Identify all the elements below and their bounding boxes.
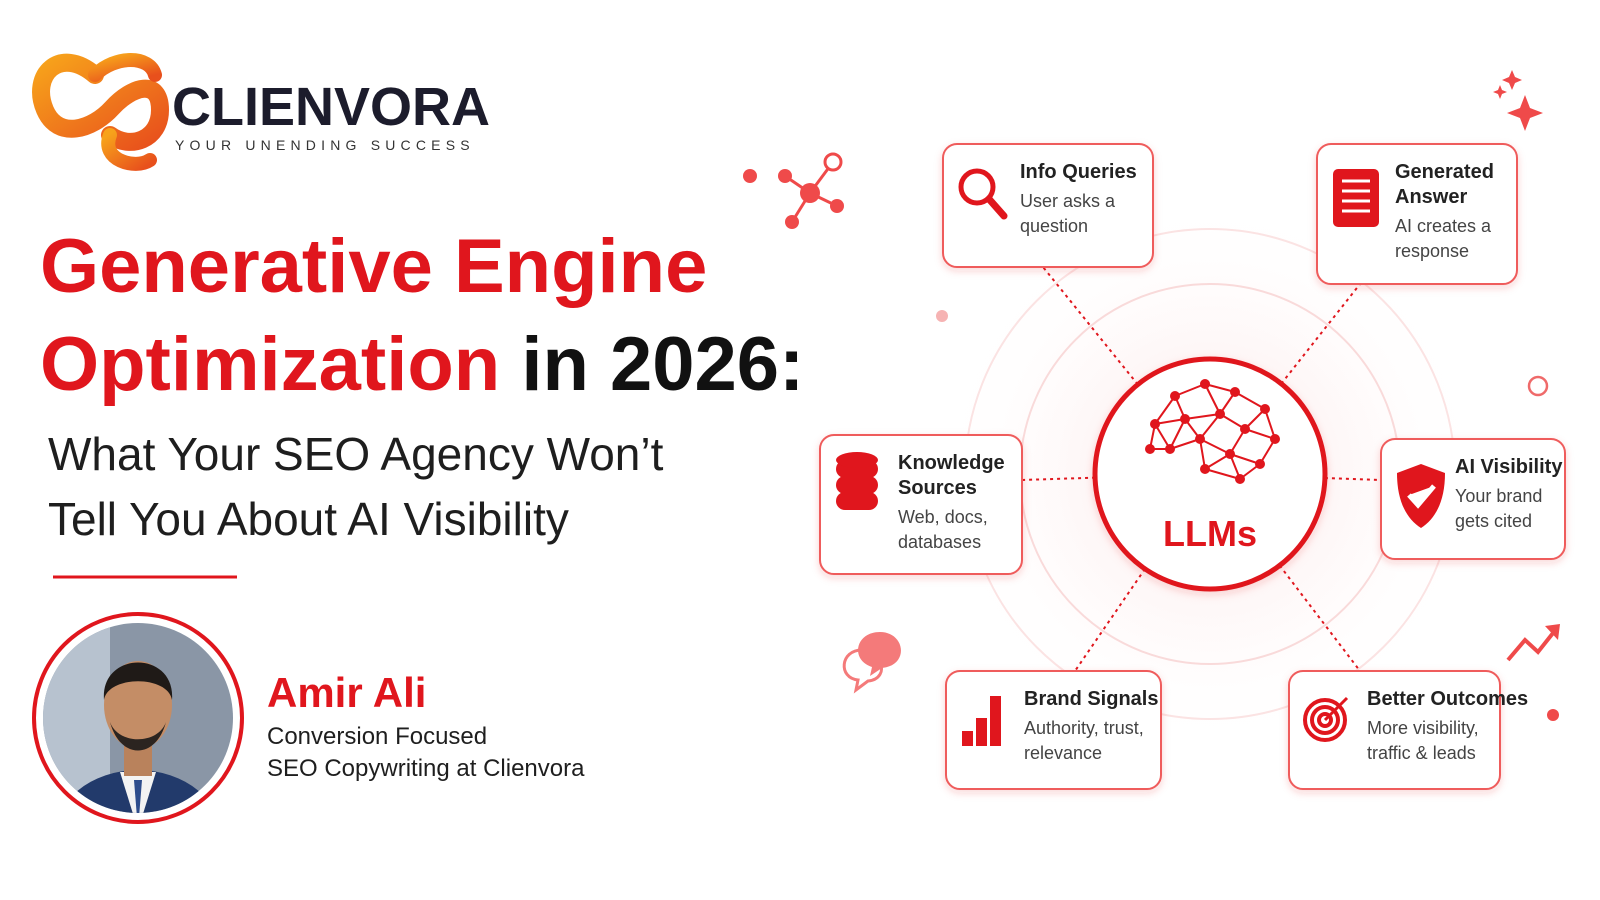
node-card: Knowledge Sources Web, docs, databases <box>819 434 1023 575</box>
brain-link <box>1204 383 1236 393</box>
brain-link <box>1199 413 1221 440</box>
brain-link <box>1154 418 1186 425</box>
brain-node <box>1180 414 1190 424</box>
brain-link <box>1264 408 1276 440</box>
icon <box>958 168 996 206</box>
node-title: Better Outcomes <box>1367 688 1528 710</box>
center-label: LLMs <box>1163 513 1257 554</box>
icon <box>1323 696 1349 722</box>
decorations <box>743 70 1560 721</box>
brain-link <box>1199 438 1231 455</box>
icon <box>1317 712 1333 728</box>
logo: CLIENVORA YOUR UNENDING SUCCESS <box>32 53 490 171</box>
brain-node <box>1235 474 1245 484</box>
connector <box>1280 283 1361 385</box>
node-description: Your brand <box>1455 486 1542 506</box>
node-description: gets cited <box>1455 511 1532 531</box>
node-box <box>942 143 1154 268</box>
connector <box>1324 477 1382 481</box>
brain-node <box>1225 449 1235 459</box>
node-description: relevance <box>1024 743 1102 763</box>
node-card: AI Visibility Your brand gets cited <box>1380 438 1566 560</box>
brain-node <box>1255 459 1265 469</box>
node-description: Web, docs, <box>898 507 988 527</box>
node-card: Generated Answer AI creates a response <box>1316 143 1518 285</box>
brain-node <box>1150 419 1160 429</box>
node-card: Better Outcomes More visibility, traffic &… <box>1288 670 1528 790</box>
icon <box>836 492 878 510</box>
node-box <box>1288 670 1501 790</box>
icon <box>962 731 973 746</box>
connector <box>1278 564 1361 672</box>
brain-node <box>1200 379 1210 389</box>
node-description: More visibility, <box>1367 718 1479 738</box>
author-name: Amir Ali <box>267 669 426 716</box>
brain-link <box>1174 383 1206 397</box>
node-title: Knowledge <box>898 452 1005 474</box>
node-description: Authority, trust, <box>1024 718 1144 738</box>
brain-node <box>1270 434 1280 444</box>
brain-node <box>1145 444 1155 454</box>
icon <box>990 696 1001 746</box>
author-role: SEO Copywriting at Clienvora <box>267 755 585 782</box>
brain-link <box>1234 391 1266 410</box>
icon <box>836 476 878 494</box>
node-description: question <box>1020 216 1088 236</box>
title-line1: Generative Engine <box>40 224 707 309</box>
node-title: Answer <box>1395 186 1467 208</box>
title-line2: Optimization in 2026: <box>40 322 804 407</box>
brain-node <box>1195 434 1205 444</box>
node-card: Brand Signals Authority, trust, relevance <box>945 670 1162 790</box>
icon <box>976 718 987 746</box>
icon <box>985 195 1008 220</box>
brain-link <box>1204 468 1241 480</box>
node-description: traffic & leads <box>1367 743 1476 763</box>
logo-name: CLIENVORA <box>172 77 490 137</box>
icon <box>1333 169 1379 227</box>
icon <box>1397 464 1445 528</box>
author-photo <box>32 612 244 824</box>
brain-node <box>1215 409 1225 419</box>
title-highlight: Optimization <box>40 322 500 407</box>
icon <box>1303 698 1347 742</box>
node-title: Info Queries <box>1020 161 1137 183</box>
brain-link <box>1229 453 1261 465</box>
node-card: Info Queries User asks a question <box>942 143 1154 268</box>
node-description: AI creates a <box>1395 216 1492 236</box>
author-role: Conversion Focused <box>267 723 487 750</box>
node-description: databases <box>898 532 981 552</box>
llm-diagram: LLMs Info Queries User asks a question Gener… <box>819 143 1566 790</box>
icon <box>836 452 878 468</box>
brain-node <box>1230 387 1240 397</box>
node-title: Brand Signals <box>1024 688 1158 710</box>
brain-link <box>1184 413 1221 420</box>
icon <box>1310 705 1340 735</box>
brain-node <box>1200 464 1210 474</box>
subtitle-line: What Your SEO Agency Won’t <box>48 428 664 480</box>
node-title: Sources <box>898 477 977 499</box>
brain-node <box>1170 391 1180 401</box>
brain-link <box>1169 438 1201 450</box>
brain-link <box>1204 383 1221 415</box>
node-description: response <box>1395 241 1469 261</box>
brain-link <box>1169 418 1186 450</box>
brain-node <box>1240 424 1250 434</box>
node-title: AI Visibility <box>1455 456 1563 478</box>
node-description: User asks a <box>1020 191 1116 211</box>
connector <box>1021 476 1096 481</box>
brain-node <box>1165 444 1175 454</box>
brain-link <box>1154 395 1176 425</box>
title-rest: in 2026: <box>521 322 804 407</box>
node-title: Generated <box>1395 161 1494 183</box>
brain-link <box>1244 428 1276 440</box>
brain-link <box>1199 438 1206 470</box>
brain-node <box>1260 404 1270 414</box>
brain-icon <box>1145 379 1280 484</box>
logo-tagline: YOUR UNENDING SUCCESS <box>175 137 475 153</box>
icon <box>1407 484 1436 509</box>
subtitle-line: Tell You About AI Visibility <box>48 493 569 545</box>
